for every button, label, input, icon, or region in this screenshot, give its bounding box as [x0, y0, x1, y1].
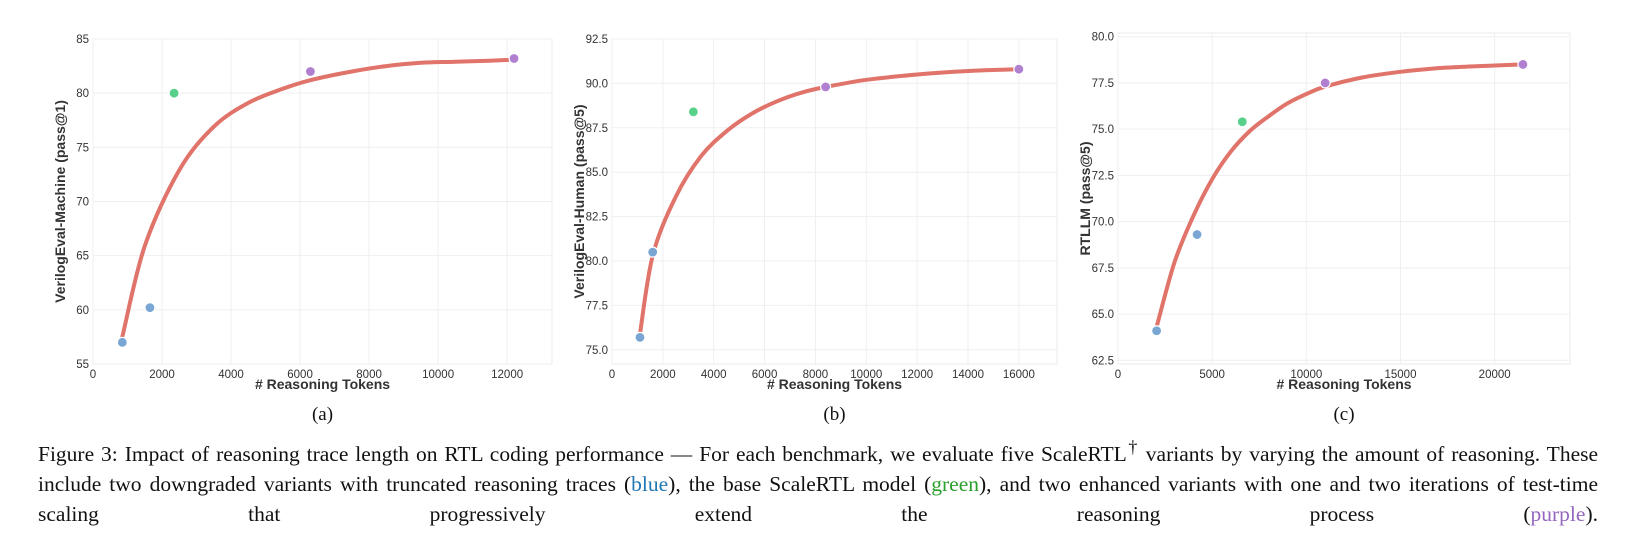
y-axis-title: VerilogEval-Machine (pass@1): [52, 100, 68, 303]
y-tick-label: 85: [76, 34, 89, 46]
y-tick-label: 75.0: [1092, 124, 1114, 136]
chart-panel-3: 0 5000 10000 15000 20000 62.5 65.0 67.5 70.0 72.5…: [1077, 32, 1571, 425]
caption-text: ), the base ScaleRTL model: [668, 472, 917, 497]
x-tick-label: 12000: [901, 369, 933, 381]
data-point: [687, 106, 699, 118]
data-point: [647, 246, 659, 258]
x-tick-label: 4000: [701, 369, 727, 381]
data-point: [116, 336, 128, 348]
data-point: [1191, 228, 1203, 241]
data-point: [1151, 325, 1163, 337]
y-tick-label: 77.5: [1092, 78, 1114, 90]
x-tick-label: 0: [1115, 369, 1121, 381]
x-tick-label: 6000: [752, 369, 778, 381]
x-tick-label: 8000: [803, 369, 829, 381]
x-tick-label: 12000: [491, 369, 523, 381]
data-point: [168, 87, 180, 99]
figure-caption: Figure 3: Impact of reasoning trace leng…: [38, 432, 1598, 529]
data-point: [634, 331, 646, 343]
data-point: [1236, 116, 1248, 128]
y-tick-label: 75: [76, 142, 89, 154]
caption-text: ).: [1585, 502, 1598, 527]
x-tick-label: 5000: [1199, 369, 1225, 381]
x-tick-label: 10000: [1290, 369, 1322, 381]
x-tick-label: 10000: [850, 369, 882, 381]
fit-curve-line: [120, 57, 516, 339]
data-point: [508, 52, 520, 65]
y-tick-label: 62.5: [1092, 355, 1114, 367]
x-tick-label: 0: [609, 369, 615, 381]
x-tick-label: 0: [90, 369, 96, 381]
x-tick-label: 14000: [952, 369, 984, 381]
y-tick-label: 85.0: [586, 167, 608, 179]
y-tick-label: 87.5: [586, 123, 608, 135]
y-axis-title: VerilogEval-Human (pass@5): [571, 104, 587, 298]
y-tick-label: 92.5: [586, 34, 608, 46]
y-tick-label: 82.5: [586, 212, 608, 224]
x-tick-label: 20000: [1479, 369, 1511, 381]
y-tick-label: 77.5: [586, 300, 608, 312]
caption-purple-word: purple: [1530, 502, 1586, 527]
fit-curve-line: [638, 67, 1021, 336]
x-axis-title: # Reasoning Tokens: [767, 376, 902, 392]
x-tick-label: 16000: [1003, 369, 1035, 381]
x-tick-label: 2000: [149, 369, 175, 381]
caption-text: variants by: [1138, 442, 1243, 467]
data-point: [1319, 77, 1331, 89]
chart-panel-2: 0 2000 4000 6000 8000 10000 12000 14000 16000 75.…: [571, 34, 1058, 425]
caption-green-word: green: [931, 472, 980, 497]
x-tick-label: 10000: [422, 369, 454, 381]
y-tick-label: 70: [76, 197, 89, 209]
caption-text: Figure 3: Impact of reasoning trace leng…: [38, 442, 1127, 467]
y-tick-label: 80.0: [586, 256, 608, 268]
panel-label: (c): [1333, 404, 1354, 425]
x-tick-label: 8000: [356, 369, 382, 381]
y-tick-label: 72.5: [1092, 170, 1114, 182]
plot-area: [611, 38, 1058, 365]
caption-text: varying the amount of reasoning. These i…: [38, 442, 1599, 497]
y-tick-label: 80.0: [1092, 32, 1114, 44]
y-axis-title: RTLLM (pass@5): [1077, 142, 1093, 256]
y-tick-label: 90.0: [586, 78, 608, 90]
caption-text: ), and two enhanced variants with one an…: [38, 472, 1599, 527]
caption-text: (: [924, 472, 932, 497]
y-tick-label: 75.0: [586, 345, 608, 357]
y-tick-label: 70.0: [1092, 217, 1114, 229]
y-tick-label: 80: [76, 88, 89, 100]
y-tick-label: 65.0: [1092, 309, 1114, 321]
data-point: [819, 81, 832, 93]
caption-dagger: †: [1126, 437, 1139, 457]
y-tick-label: 55: [76, 359, 89, 371]
x-tick-label: 4000: [218, 369, 244, 381]
data-point: [1013, 63, 1025, 75]
data-point: [304, 65, 317, 78]
panel-label: (b): [823, 404, 845, 425]
x-axis-title: # Reasoning Tokens: [255, 376, 390, 392]
y-tick-label: 67.5: [1092, 263, 1114, 275]
chart-panel-1: 0 2000 4000 6000 8000 10000 12000 55 60 65 70 75 80 8…: [52, 34, 553, 425]
y-tick-label: 60: [76, 305, 89, 317]
data-point: [144, 302, 156, 314]
x-tick-label: 2000: [650, 369, 676, 381]
x-tick-label: 15000: [1385, 369, 1417, 381]
fit-curve-line: [1154, 62, 1525, 329]
x-tick-label: 6000: [287, 369, 313, 381]
y-tick-label: 65: [76, 251, 89, 263]
caption-blue-word: blue: [631, 472, 669, 497]
x-axis-title: # Reasoning Tokens: [1276, 376, 1411, 392]
panel-label: (a): [312, 404, 333, 425]
data-point: [1517, 58, 1529, 71]
